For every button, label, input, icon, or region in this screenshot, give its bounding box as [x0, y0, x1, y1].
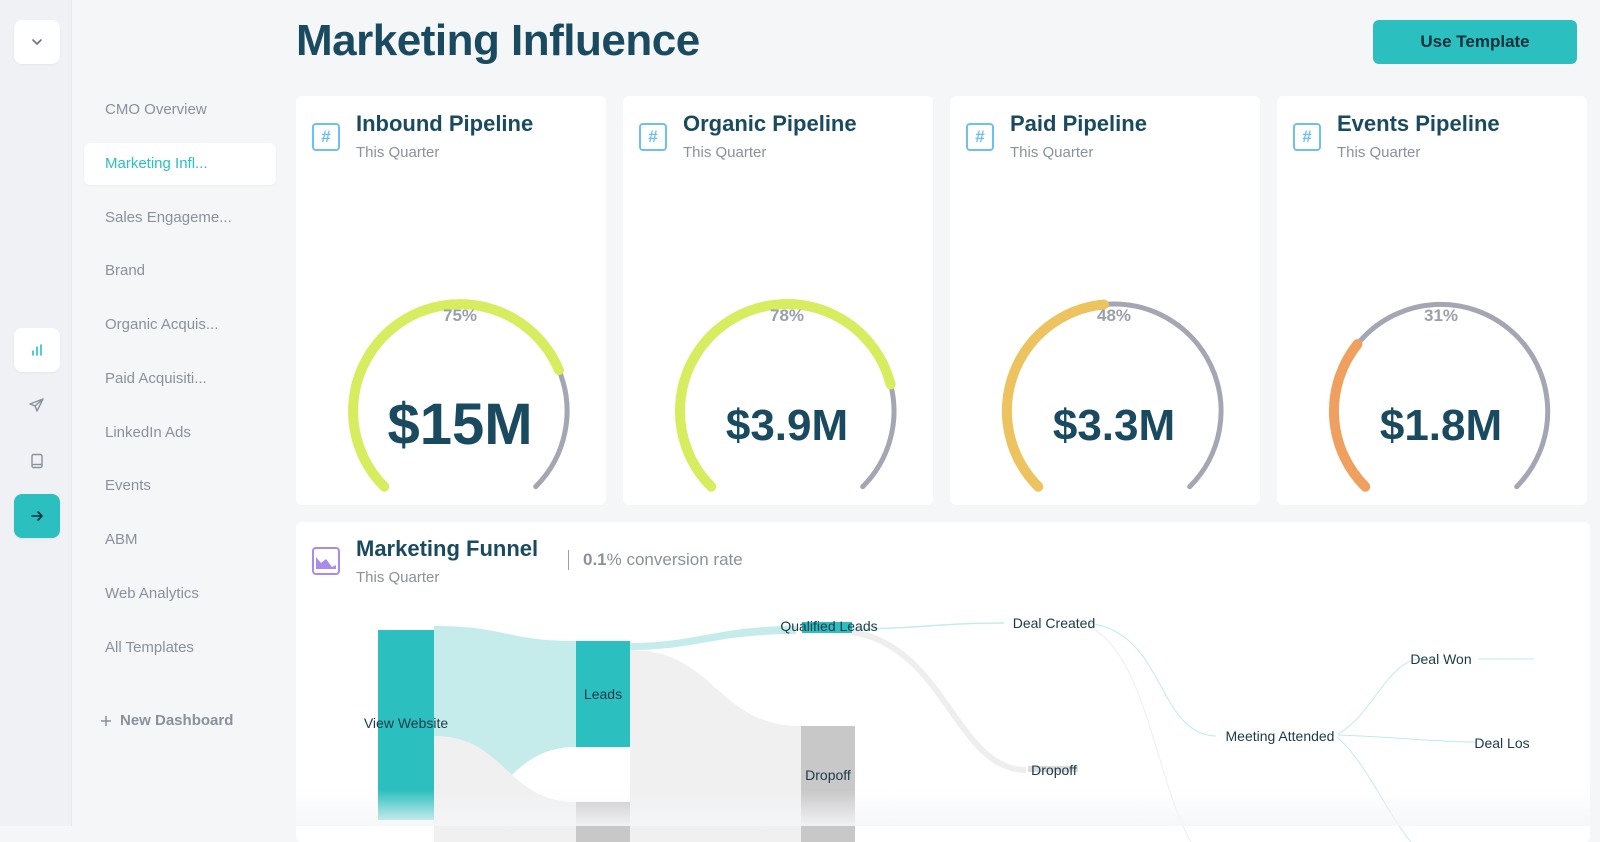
- node-view-website: [378, 630, 434, 820]
- inbound-pipeline-title: Inbound Pipeline: [356, 111, 534, 136]
- label-deal-won: Deal Won: [1410, 651, 1471, 667]
- organic-gauge-fill: [674, 299, 896, 492]
- events-gauge-percent: 31%: [1424, 306, 1458, 325]
- area-chart-icon: [312, 547, 340, 575]
- hash-icon: #: [1293, 123, 1321, 151]
- dashboards-button[interactable]: [14, 328, 60, 372]
- label-dropoff-2: Dropoff: [1031, 762, 1077, 778]
- label-qualified-leads: Qualified Leads: [780, 618, 877, 634]
- organic-gauge-track: [860, 381, 897, 490]
- organic-gauge: 78% $3.9M: [674, 299, 897, 492]
- inbound-gauge: 75% $15M: [348, 299, 570, 492]
- paid-pipeline-title: Paid Pipeline: [1010, 111, 1147, 136]
- expand-button[interactable]: [14, 494, 60, 538]
- new-dashboard-button[interactable]: New Dashboard: [100, 712, 233, 729]
- inbound-pipeline-card: # Inbound Pipeline This Quarter 75% $15M: [296, 96, 606, 505]
- sidebar-item-marketing-influence[interactable]: Marketing Infl...: [84, 143, 276, 185]
- collapse-button[interactable]: [14, 20, 60, 64]
- label-view-website: View Website: [364, 715, 449, 731]
- conversion-rate-suffix: % conversion rate: [606, 550, 743, 569]
- organic-pipeline-title: Organic Pipeline: [683, 111, 857, 136]
- inbound-pipeline-subtitle: This Quarter: [356, 144, 440, 161]
- organic-pipeline-value: $3.9M: [726, 401, 848, 450]
- funnel-title: Marketing Funnel: [356, 536, 539, 561]
- conversion-rate-value: 0.1: [583, 550, 607, 569]
- label-dropoff-1: Dropoff: [805, 767, 851, 783]
- sidebar-item-abm[interactable]: ABM: [105, 531, 138, 548]
- sidebar-item-events[interactable]: Events: [105, 477, 151, 494]
- events-pipeline-value: $1.8M: [1380, 401, 1502, 450]
- sidebar-item-web-analytics[interactable]: Web Analytics: [105, 585, 199, 602]
- inbound-pipeline-value: $15M: [387, 392, 532, 457]
- new-dashboard-label: New Dashboard: [120, 712, 234, 729]
- node-leads: [576, 641, 630, 747]
- book-icon: [31, 453, 43, 469]
- events-pipeline-title: Events Pipeline: [1337, 111, 1500, 136]
- funnel-subtitle: This Quarter: [356, 569, 440, 586]
- label-meeting-attended: Meeting Attended: [1226, 728, 1335, 744]
- label-deal-created: Deal Created: [1013, 615, 1096, 631]
- sidebar-item-paid-acquisition[interactable]: Paid Acquisiti...: [105, 370, 207, 387]
- paid-gauge-track: [1101, 301, 1224, 490]
- bottom-fade: [296, 790, 1590, 826]
- plus-icon: [101, 715, 111, 726]
- sidebar-item-all-templates[interactable]: All Templates: [105, 639, 194, 656]
- node-dropoff-2: [1028, 766, 1078, 772]
- sidebar-item-brand[interactable]: Brand: [105, 262, 146, 279]
- events-gauge-track: [1355, 301, 1551, 490]
- inbound-gauge-percent: 75%: [443, 306, 477, 325]
- paid-gauge: 48% $3.3M: [1001, 299, 1224, 492]
- divider: [568, 550, 569, 570]
- paid-gauge-percent: 48%: [1097, 306, 1131, 325]
- label-deal-lost: Deal Los: [1474, 735, 1529, 751]
- events-pipeline-subtitle: This Quarter: [1337, 144, 1421, 161]
- conversion-rate: 0.1% conversion rate: [583, 550, 743, 570]
- library-button[interactable]: [14, 439, 60, 483]
- chevron-down-icon: [32, 39, 42, 45]
- sidebar-item-sales-engagement[interactable]: Sales Engageme...: [105, 209, 232, 226]
- sidebar-item-cmo-overview[interactable]: CMO Overview: [105, 101, 207, 118]
- paid-pipeline-subtitle: This Quarter: [1010, 144, 1094, 161]
- sidebar-item-organic-acquisition[interactable]: Organic Acquis...: [105, 316, 219, 333]
- campaigns-button[interactable]: [14, 383, 60, 427]
- events-gauge: 31% $1.8M: [1328, 301, 1551, 492]
- paid-gauge-fill: [1001, 299, 1109, 492]
- hash-icon: #: [312, 123, 340, 151]
- events-gauge-fill: [1328, 339, 1371, 492]
- organic-pipeline-card: # Organic Pipeline This Quarter 78% $3.9M: [623, 96, 933, 505]
- icon-rail: [0, 0, 72, 826]
- hash-icon: #: [639, 123, 667, 151]
- bar-chart-icon: [32, 344, 42, 356]
- arrow-right-icon: [31, 511, 43, 521]
- hash-icon: #: [966, 123, 994, 151]
- node-qualified-leads: [802, 622, 852, 633]
- send-icon: [29, 398, 44, 412]
- events-pipeline-card: # Events Pipeline This Quarter 31% $1.8M: [1277, 96, 1587, 505]
- page-title: Marketing Influence: [296, 16, 700, 65]
- organic-pipeline-subtitle: This Quarter: [683, 144, 767, 161]
- inbound-gauge-fill: [348, 299, 564, 492]
- use-template-button[interactable]: Use Template: [1373, 20, 1577, 64]
- label-leads: Leads: [584, 686, 622, 702]
- sidebar-item-linkedin-ads[interactable]: LinkedIn Ads: [105, 424, 191, 441]
- sidebar: CMO Overview Marketing Infl... Sales Eng…: [72, 0, 290, 826]
- organic-gauge-percent: 78%: [770, 306, 804, 325]
- paid-pipeline-card: # Paid Pipeline This Quarter 48% $3.3M: [950, 96, 1260, 505]
- paid-pipeline-value: $3.3M: [1053, 401, 1175, 450]
- inbound-gauge-track: [533, 367, 570, 490]
